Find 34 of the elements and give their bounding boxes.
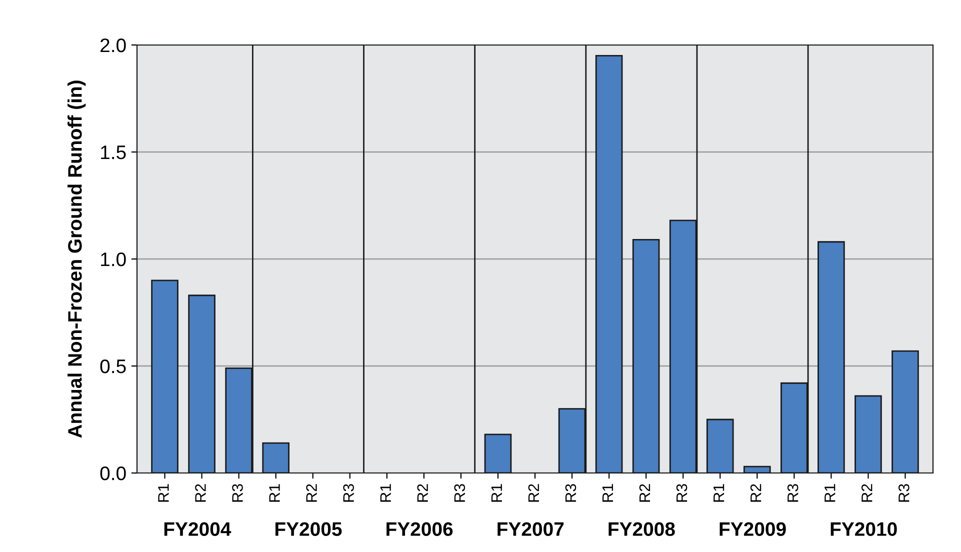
x-tick-label: R3 [232,484,243,502]
y-axis-title: Annual Non-Frozen Ground Runoff (in) [68,80,86,438]
y-tick-label: 0.5 [100,359,126,374]
text: FY2005 [275,522,342,536]
x-tick-label: R2 [417,484,428,502]
x-tick-label: R3 [343,484,354,502]
text: FY2007 [498,522,564,536]
x-tick-label: R2 [528,484,539,502]
y-tick-label: 1.0 [101,252,126,266]
x-tick-label: R3 [898,484,910,502]
x-tick-label: R1 [714,484,724,502]
x-tick-label: R2 [195,484,206,502]
text: FY2009 [720,522,786,536]
x-tick-label: R3 [787,484,798,502]
x-tick-label: R2 [306,484,317,502]
x-tick-label: R2 [750,484,762,502]
x-tick-label: R2 [861,484,872,502]
y-tick-label: 0.0 [100,466,126,480]
y-tick-label: 2.0 [100,38,126,52]
x-tick-label: R3 [454,484,466,502]
x-tick-label: R2 [639,484,650,502]
text: FY2010 [830,522,897,536]
x-tick-label: R1 [158,484,169,502]
x-tick-label: R1 [602,484,613,502]
x-tick-label: R3 [565,484,576,502]
x-tick-label: R1 [269,484,280,502]
y-tick-label: 1.5 [101,146,126,160]
x-tick-label: R1 [491,484,502,502]
x-tick-label: R3 [676,484,688,502]
x-tick-label: R1 [380,484,391,502]
x-tick-label: R1 [824,484,836,502]
text: FY2004 [164,522,232,536]
text: FY2006 [386,522,453,536]
text: FY2008 [608,522,675,536]
